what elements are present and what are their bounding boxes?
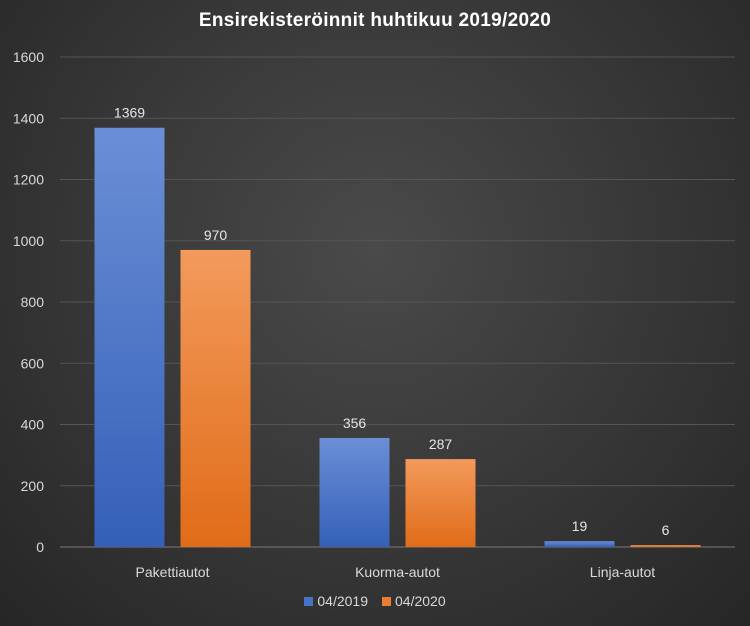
y-tick-label: 1000 <box>13 233 44 249</box>
bar <box>180 249 251 547</box>
data-label: 1369 <box>114 105 145 121</box>
legend-swatch <box>382 596 391 606</box>
legend-item: 04/2020 <box>382 593 446 609</box>
y-axis: 0 200 400 600 800 1000 1200 1400 1600 <box>13 49 44 555</box>
data-labels: 1369 970 356 287 19 6 <box>114 105 670 538</box>
x-category-label: Linja-autot <box>590 564 655 580</box>
legend-label: 04/2019 <box>317 593 368 609</box>
bar <box>94 127 165 548</box>
bar <box>405 459 476 547</box>
data-label: 287 <box>429 436 453 452</box>
y-tick-label: 800 <box>21 294 45 310</box>
data-label: 970 <box>204 227 228 243</box>
legend-swatch <box>304 596 314 606</box>
y-tick-label: 600 <box>21 355 45 371</box>
x-axis: Pakettiautot Kuorma-autot Linja-autot <box>136 564 656 580</box>
bar <box>630 545 701 547</box>
data-label: 356 <box>343 415 367 431</box>
legend-label: 04/2020 <box>395 593 446 609</box>
x-category-label: Pakettiautot <box>136 564 210 580</box>
bars <box>94 127 701 548</box>
gridlines <box>60 56 735 548</box>
y-tick-label: 1400 <box>13 110 44 126</box>
y-tick-label: 0 <box>36 539 44 555</box>
y-tick-label: 1600 <box>13 49 44 65</box>
y-tick-label: 400 <box>21 417 45 433</box>
bar <box>544 541 615 547</box>
data-label: 19 <box>572 518 588 534</box>
legend: 04/2019 04/2020 <box>0 593 750 609</box>
y-tick-label: 1200 <box>13 172 44 188</box>
y-tick-label: 200 <box>21 478 45 494</box>
chart-title: Ensirekisteröinnit huhtikuu 2019/2020 <box>198 10 552 31</box>
bar <box>319 437 390 547</box>
data-label: 6 <box>662 522 670 538</box>
legend-item: 04/2019 <box>304 593 368 609</box>
x-category-label: Kuorma-autot <box>355 564 440 580</box>
